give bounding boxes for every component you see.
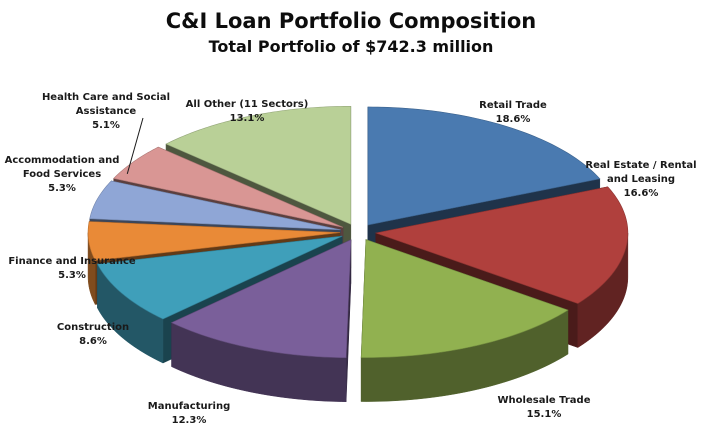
data-label-category: Manufacturing xyxy=(148,401,231,412)
leader-line xyxy=(126,117,144,175)
slice-top xyxy=(374,186,629,304)
slice-top xyxy=(170,239,352,359)
data-label-category: Construction xyxy=(57,322,129,333)
data-label-category: Food Services xyxy=(23,169,101,180)
data-label-2: Real Estate / Rental and Leasing 16.6% xyxy=(585,160,696,199)
data-label-value: 15.1% xyxy=(527,409,562,420)
data-label-category: All Other (11 Sectors) xyxy=(186,99,309,110)
data-label-9: All Other (11 Sectors) 13.1% xyxy=(186,99,309,124)
data-labels: Retail Trade 18.6% Real Estate / Rental and… xyxy=(5,92,697,426)
data-label-category: Assistance xyxy=(76,106,137,117)
data-label-6: Finance and Insurance 5.3% xyxy=(8,256,136,281)
data-label-category: Wholesale Trade xyxy=(498,395,591,406)
data-label-value: 18.6% xyxy=(496,114,531,125)
data-label-category: Retail Trade xyxy=(479,100,547,111)
chart-title: C&I Loan Portfolio Composition xyxy=(165,9,537,33)
data-label-value: 13.1% xyxy=(230,113,265,124)
data-label-5: Construction 8.6% xyxy=(57,322,129,347)
data-label-value: 5.1% xyxy=(92,120,120,131)
data-label-value: 8.6% xyxy=(79,336,107,347)
slice-top xyxy=(89,180,341,231)
data-label-3: Wholesale Trade 15.1% xyxy=(498,395,591,420)
data-label-1: Retail Trade 18.6% xyxy=(479,100,547,125)
data-label-8: Health Care and Social Assistance 5.1% xyxy=(42,92,170,131)
slice-top xyxy=(96,235,343,320)
data-label-category: Finance and Insurance xyxy=(8,256,136,267)
slice-top xyxy=(165,105,352,225)
slice-top xyxy=(87,221,341,261)
slice-top xyxy=(367,106,601,226)
pie-slice-3 xyxy=(360,239,569,402)
data-label-value: 5.3% xyxy=(48,183,76,194)
data-label-value: 16.6% xyxy=(624,188,659,199)
pie-3d-layer xyxy=(87,105,629,402)
data-label-category: Accommodation and xyxy=(5,155,120,166)
data-label-value: 5.3% xyxy=(58,270,86,281)
data-label-category: and Leasing xyxy=(607,174,675,185)
slice-top xyxy=(360,239,569,358)
pie-slice-4 xyxy=(170,239,352,402)
data-label-category: Real Estate / Rental xyxy=(585,160,696,171)
data-label-value: 12.3% xyxy=(172,415,207,426)
chart-subtitle: Total Portfolio of $742.3 million xyxy=(208,37,494,56)
data-label-7: Accommodation and Food Services 5.3% xyxy=(5,155,120,194)
chart-title-block: C&I Loan Portfolio Composition Total Por… xyxy=(0,8,702,58)
data-label-category: Health Care and Social xyxy=(42,92,170,103)
data-label-4: Manufacturing 12.3% xyxy=(148,401,231,426)
slice-top xyxy=(113,146,344,228)
